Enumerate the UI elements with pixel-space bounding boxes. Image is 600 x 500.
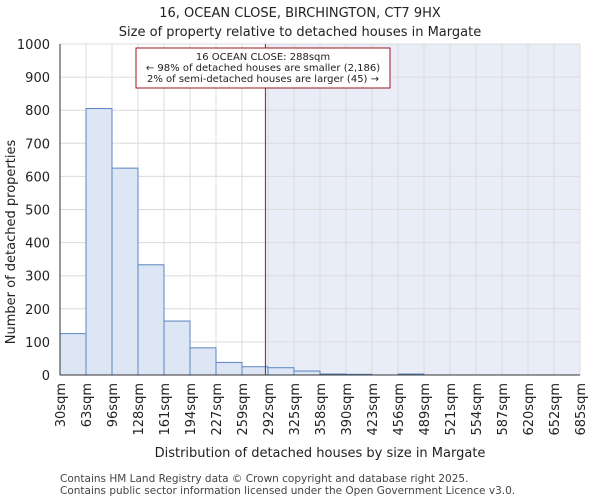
x-tick-label: 96sqm	[106, 383, 121, 427]
x-tick-label: 489sqm	[418, 383, 433, 436]
annotation-box	[135, 47, 391, 89]
plot-area: 0 100 200 300 400 500 600 700 800 900 1000 30sqm 63s…	[17, 38, 589, 436]
bar	[163, 320, 191, 376]
bar	[241, 366, 269, 376]
bar	[189, 347, 217, 376]
x-tick-label: 30sqm	[54, 383, 69, 427]
x-tick-label: 227sqm	[210, 383, 225, 436]
annotation-line: 2% of semi-detached houses are larger (4…	[147, 74, 379, 85]
x-tick-label: 161sqm	[158, 383, 173, 436]
y-axis-label: Number of detached properties	[4, 140, 19, 345]
x-tick-label: 358sqm	[314, 383, 329, 436]
bar	[137, 264, 165, 376]
y-tick-label: 100	[25, 336, 50, 351]
y-tick-label: 0	[42, 369, 50, 384]
y-tick-label: 400	[25, 237, 50, 252]
y-tick-label: 900	[25, 71, 50, 86]
x-tick-label: 423sqm	[366, 383, 381, 436]
y-tick-label: 200	[25, 303, 50, 318]
bar	[215, 361, 243, 376]
x-tick-label: 63sqm	[80, 383, 95, 427]
bar	[293, 370, 321, 376]
footer-licence: Contains public sector information licen…	[60, 485, 515, 497]
x-tick-label: 620sqm	[522, 383, 537, 436]
x-tick-label: 587sqm	[496, 383, 511, 436]
x-tick-label: 194sqm	[184, 383, 199, 436]
bar	[111, 167, 139, 376]
x-tick-label: 292sqm	[262, 383, 277, 436]
x-tick-label: 554sqm	[470, 383, 485, 436]
footer-attribution: Contains HM Land Registry data © Crown c…	[60, 473, 468, 485]
y-tick-label: 1000	[17, 38, 50, 53]
bar	[59, 333, 87, 376]
y-tick-label: 600	[25, 170, 50, 185]
bar	[267, 367, 295, 376]
x-tick-label: 456sqm	[392, 383, 407, 436]
x-tick-label: 390sqm	[340, 383, 355, 436]
x-tick-label: 259sqm	[236, 383, 251, 436]
annotation-line: 16 OCEAN CLOSE: 288sqm	[196, 52, 330, 63]
x-tick-label: 685sqm	[574, 383, 589, 436]
annotation-line: ← 98% of detached houses are smaller (2,…	[146, 63, 380, 74]
y-tick-label: 300	[25, 270, 50, 285]
x-tick-label: 652sqm	[548, 383, 563, 436]
chart-subtitle: Size of property relative to detached ho…	[119, 25, 481, 40]
y-tick-label: 800	[25, 104, 50, 119]
x-tick-label: 128sqm	[132, 383, 147, 436]
x-tick-label: 521sqm	[444, 383, 459, 436]
x-tick-label: 325sqm	[288, 383, 303, 436]
y-tick-label: 500	[25, 204, 50, 219]
chart-title: 16, OCEAN CLOSE, BIRCHINGTON, CT7 9HX	[159, 6, 441, 21]
y-tick-label: 700	[25, 137, 50, 152]
x-axis-label: Distribution of detached houses by size …	[155, 446, 486, 461]
bar	[85, 108, 113, 376]
